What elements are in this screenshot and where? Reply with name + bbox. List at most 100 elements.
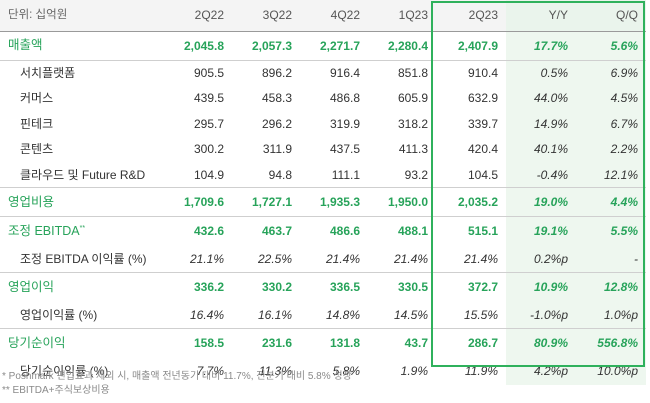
cell: 336.5	[329, 280, 360, 295]
cell: 1.9%	[400, 364, 428, 378]
row-label: 영업이익	[8, 280, 55, 294]
row-label: 영업이익률 (%)	[0, 301, 165, 329]
cell: 12.8%	[576, 272, 646, 302]
cell: 16.1%	[232, 301, 300, 329]
row-label: 서치플랫폼	[20, 66, 76, 80]
cell: 463.7	[261, 224, 292, 239]
cell: 515.1	[467, 224, 498, 239]
footnote-1: * Poshmark 편입효과 제외 시, 매출액 전년동기 대비 11.7%,…	[2, 371, 352, 382]
footnote-marker: **	[79, 224, 86, 232]
cell: 19.0%	[506, 187, 576, 217]
cell: 1.0%p	[576, 301, 646, 329]
cell: 22.5%	[232, 245, 300, 273]
cell: 420.4	[467, 142, 498, 157]
cell: 131.8	[329, 336, 360, 351]
row-label: 영업비용	[0, 187, 165, 217]
cell: 2,280.4	[368, 30, 436, 61]
cell: 7.7%	[196, 364, 224, 378]
cell: 6.7%	[576, 111, 646, 137]
cell: 21.4%	[436, 245, 506, 273]
table-row: 영업이익률 (%) 16.4% 16.1% 14.8% 14.5% 15.5% …	[0, 301, 646, 329]
unit-label: 단위: 십억원	[0, 0, 165, 32]
cell: 21.4%	[300, 245, 368, 273]
cell: 4.5%	[576, 85, 646, 111]
cell: 437.5	[329, 142, 360, 157]
cell: 93.2	[368, 162, 436, 188]
table-row: 서치플랫폼 905.5 896.2 916.4 851.8 910.4 0.5%…	[0, 60, 646, 86]
cell: 905.5	[193, 66, 224, 80]
cell: 1,727.1	[232, 187, 300, 217]
row-label: 핀테크	[20, 116, 54, 131]
col-2q22: 2Q22	[165, 0, 232, 32]
cell: 300.2	[193, 142, 224, 157]
cell: 339.7	[467, 116, 498, 131]
cell: 910.4	[467, 66, 498, 80]
cell: 2.2%	[576, 136, 646, 162]
cell: 12.1%	[576, 162, 646, 188]
row-label: 당기순이익률 (%)	[20, 364, 109, 378]
col-3q22: 3Q22	[232, 0, 300, 32]
cell: 1,709.6	[165, 187, 232, 217]
cell: 158.5	[193, 336, 224, 351]
row-label: 매출액	[0, 30, 165, 61]
table-row: 조정 EBITDA** 432.6 463.7 486.6 488.1 515.…	[0, 216, 646, 246]
cell: 2,407.9	[436, 30, 506, 61]
cell: 372.7	[467, 280, 498, 295]
table-row: 영업비용 1,709.6 1,727.1 1,935.3 1,950.0 2,0…	[0, 187, 646, 217]
cell: 21.1%	[165, 245, 232, 273]
cell: 11.9%	[464, 364, 498, 378]
cell: 1,935.3	[300, 187, 368, 217]
cell: 916.4	[329, 66, 360, 80]
cell: 2,045.8	[165, 30, 232, 61]
cell: 486.8	[329, 91, 360, 106]
table-row: 당기순이익률 (%) 7.7% 11.3% 5.8% 1.9% 11.9% 4.…	[0, 357, 646, 385]
cell: 6.9%	[576, 60, 646, 86]
cell: 411.3	[398, 142, 428, 157]
cell: 458.3	[261, 91, 292, 106]
cell: 11.3%	[258, 364, 292, 378]
cell: 319.9	[329, 116, 360, 131]
table-row: 콘텐츠 300.2 311.9 437.5 411.3 420.4 40.1% …	[0, 136, 646, 162]
cell: 111.1	[300, 162, 368, 188]
cell: 330.2	[261, 280, 292, 295]
cell: 632.9	[467, 91, 498, 106]
cell: 286.7	[467, 336, 498, 351]
cell: 296.2	[261, 116, 292, 131]
cell: 5.8%	[332, 364, 360, 378]
cell: 231.6	[261, 336, 292, 351]
cell: 4.2%p	[506, 357, 576, 385]
cell: 17.7%	[506, 30, 576, 61]
cell: 14.5%	[368, 301, 436, 329]
table-row: 핀테크 295.7 296.2 319.9 318.2 339.7 14.9% …	[0, 111, 646, 137]
cell: 21.4%	[368, 245, 436, 273]
table-row: 클라우드 및 Future R&D 104.9 94.8 111.1 93.2 …	[0, 162, 646, 188]
cell: 486.6	[329, 224, 360, 239]
table-row: 커머스 439.5 458.3 486.8 605.9 632.9 44.0% …	[0, 85, 646, 111]
cell: 439.5	[193, 91, 224, 106]
row-label: 커머스	[20, 91, 54, 106]
cell: -	[576, 245, 646, 273]
cell: 10.9%	[506, 272, 576, 302]
cell: 4.4%	[576, 187, 646, 217]
cell: 80.9%	[506, 328, 576, 358]
cell: 14.9%	[506, 111, 576, 137]
cell: 330.5	[397, 280, 428, 295]
cell: 432.6	[193, 224, 224, 239]
col-2q23: 2Q23	[436, 0, 506, 32]
cell: 851.8	[397, 66, 428, 80]
cell: 605.9	[397, 91, 428, 106]
cell: 19.1%	[506, 216, 576, 246]
cell: 2,035.2	[436, 187, 506, 217]
cell: 5.5%	[576, 216, 646, 246]
footnotes: * Poshmark 편입효과 제외 시, 매출액 전년동기 대비 11.7%,…	[2, 370, 352, 398]
row-label: 조정 EBITDA 이익률 (%)	[0, 245, 165, 273]
cell: 2,271.7	[300, 30, 368, 61]
cell: 10.0%p	[576, 357, 646, 385]
col-4q22: 4Q22	[300, 0, 368, 32]
cell: 5.6%	[576, 30, 646, 61]
col-1q23: 1Q23	[368, 0, 436, 32]
cell: 16.4%	[165, 301, 232, 329]
cell: 40.1%	[506, 136, 576, 162]
row-label: 조정 EBITDA**	[8, 224, 86, 239]
cell: 94.8	[232, 162, 300, 188]
